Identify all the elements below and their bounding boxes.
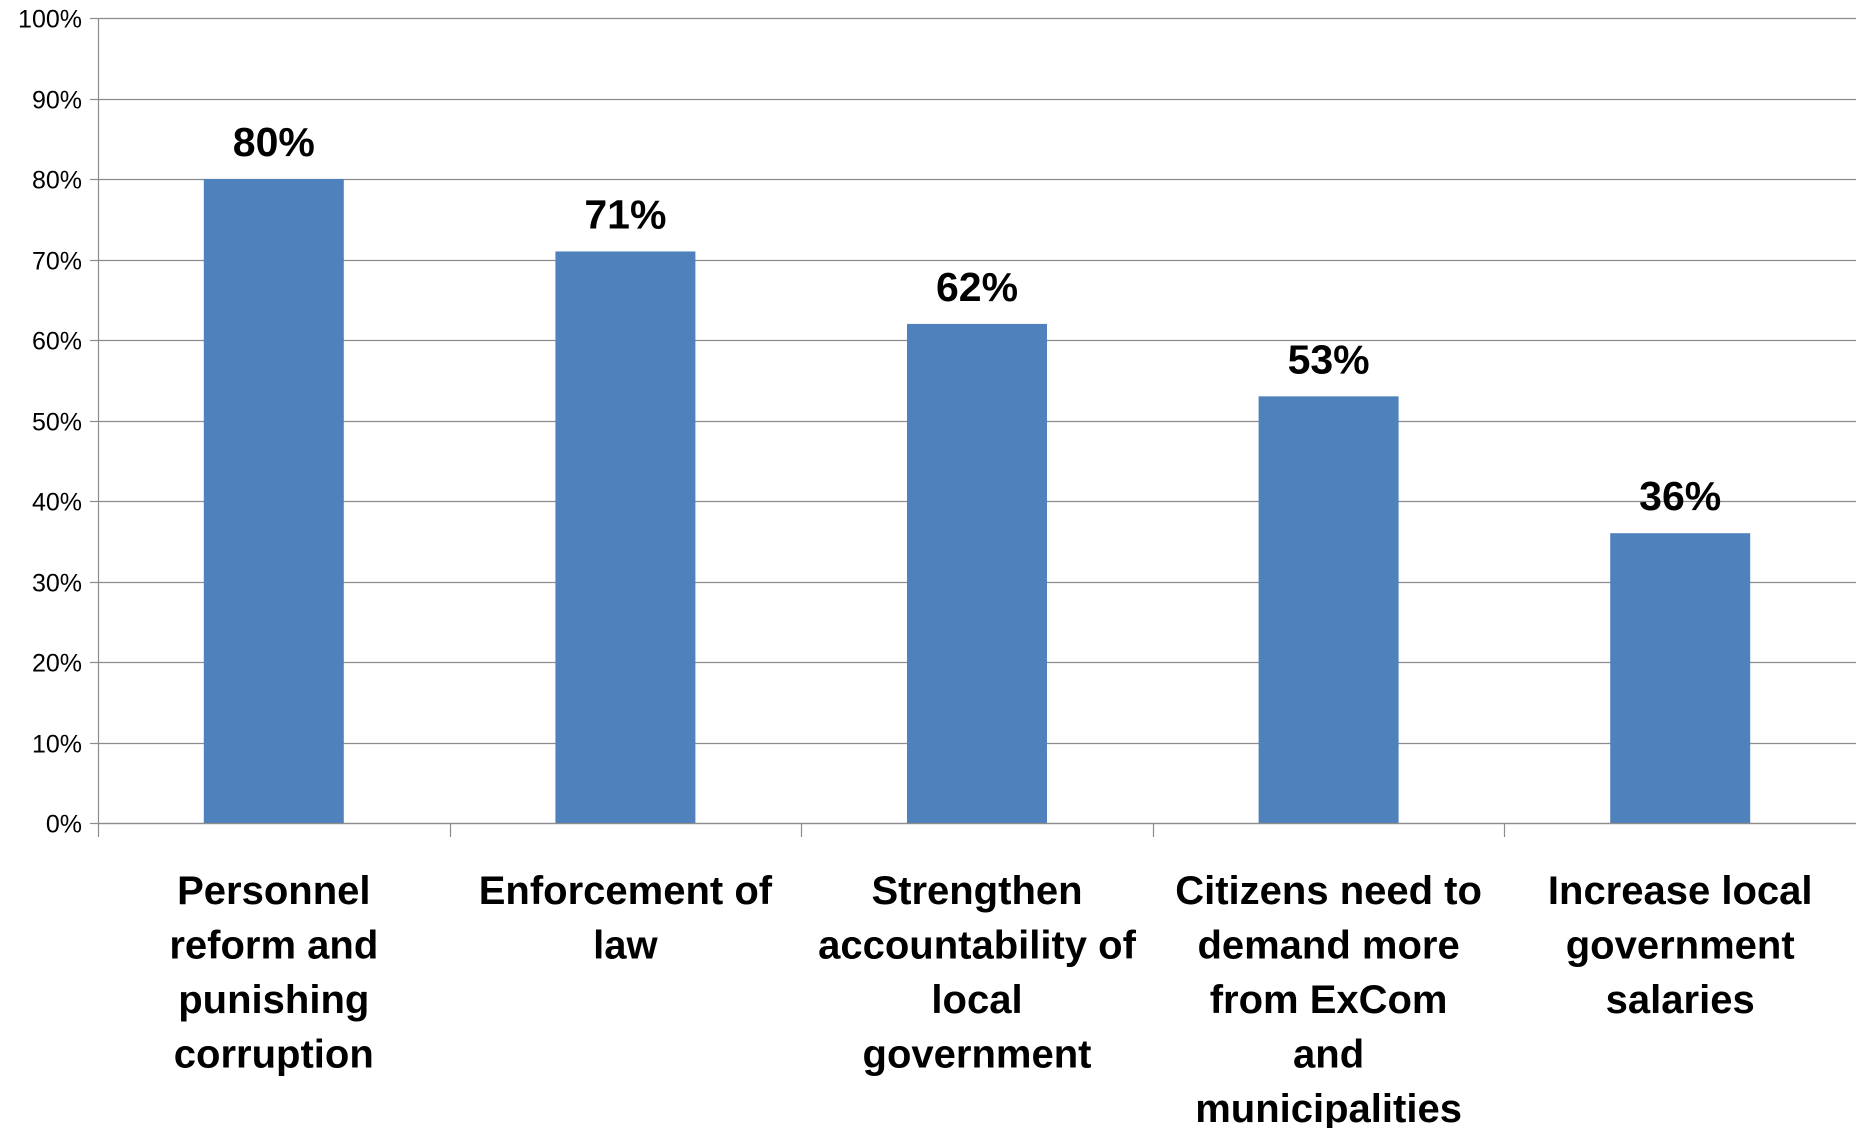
bar: [1258, 396, 1399, 823]
category-label-line: demand more: [1197, 924, 1459, 968]
category-label: Increase local government salaries: [1548, 869, 1813, 1022]
category-label: Personnel reform and punishing corruption: [169, 869, 378, 1077]
data-label: 53%: [1288, 336, 1370, 382]
category-label-line: Increase local: [1548, 869, 1813, 913]
y-tick-label: 20%: [32, 650, 82, 678]
bar: [1610, 533, 1751, 823]
category-label: Strengthen accountability of local governme…: [818, 869, 1136, 1077]
category-label-line: punishing: [178, 978, 369, 1022]
category-label-line: government: [1566, 924, 1795, 968]
category-label-line: Personnel: [177, 869, 370, 913]
category-label: Enforcement of law: [479, 869, 773, 968]
category-label-line: Enforcement of: [479, 869, 773, 913]
bars: [203, 179, 1751, 823]
y-tick-label: 100%: [18, 6, 82, 34]
y-tick-label: 10%: [32, 731, 82, 759]
bar: [907, 323, 1047, 823]
y-tick-label: 30%: [32, 570, 82, 598]
y-tick-label: 70%: [32, 248, 82, 276]
category-label-line: and: [1293, 1033, 1364, 1077]
category-label-line: salaries: [1606, 978, 1755, 1022]
bar: [555, 251, 696, 823]
bar: [203, 179, 344, 823]
category-label-line: municipalities: [1195, 1087, 1462, 1128]
category-label-line: from ExCom: [1210, 978, 1448, 1022]
data-label: 62%: [936, 264, 1018, 310]
y-tick-label: 80%: [32, 167, 82, 195]
category-label-line: law: [593, 924, 658, 968]
labels: 0% 10% 20% 30% 40% 50% 60% 70% 80% 90% 100% 80% Pers…: [18, 6, 1813, 1132]
category-label-line: local: [931, 978, 1022, 1022]
y-tick-label: 50%: [32, 409, 82, 437]
data-label: 80%: [233, 119, 315, 165]
category-label-line: government: [863, 1033, 1092, 1077]
axes: [90, 17, 1856, 837]
category-label-line: Strengthen: [871, 869, 1082, 913]
y-tick-label: 40%: [32, 489, 82, 517]
y-tick-label: 60%: [32, 328, 82, 356]
category-label-line: accountability of: [818, 924, 1136, 968]
data-label: 36%: [1639, 473, 1721, 519]
category-label-line: corruption: [174, 1033, 374, 1077]
y-tick-label: 0%: [46, 811, 82, 839]
category-label-line: reform and: [169, 924, 378, 968]
category-label-line: Citizens need to: [1175, 869, 1482, 913]
y-tick-label: 90%: [32, 87, 82, 115]
data-label: 71%: [584, 191, 666, 237]
category-label: Citizens need to demand more from ExCom and…: [1175, 869, 1482, 1128]
